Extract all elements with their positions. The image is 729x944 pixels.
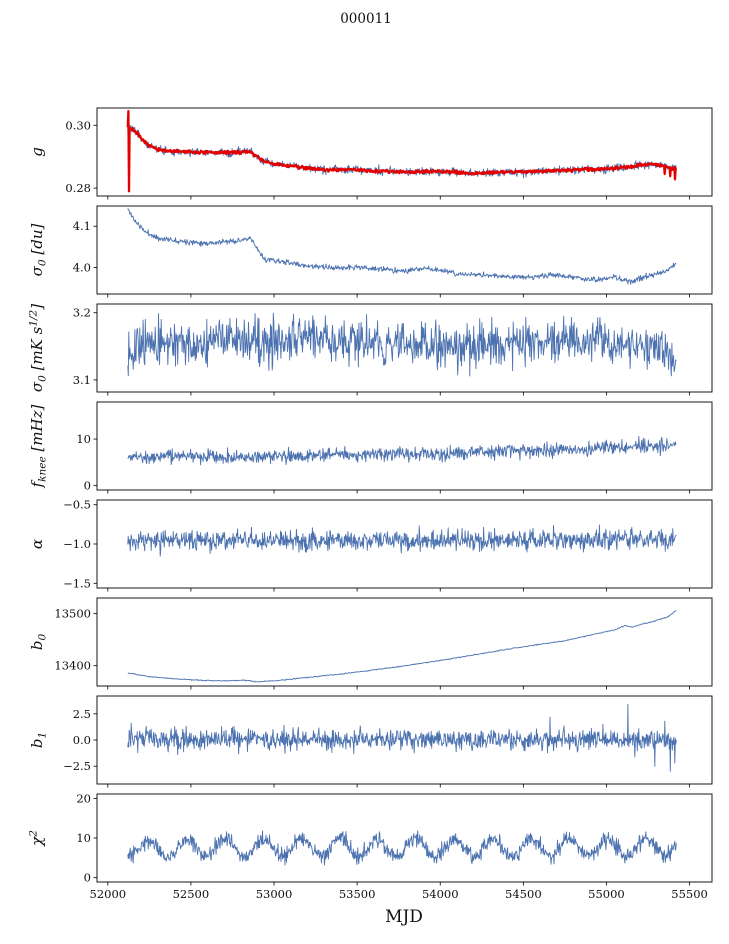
y-tick-label: 13500	[54, 607, 91, 621]
y-tick-label: −0.5	[63, 498, 91, 512]
b0-line	[127, 610, 677, 683]
y-tick-label: −2.5	[63, 759, 91, 773]
figure-title: 000011	[340, 11, 392, 27]
y-tick-label: 0	[84, 871, 91, 885]
y-tick-label: 13400	[54, 659, 91, 673]
x-tick-label: 53000	[256, 887, 293, 901]
plot-area	[97, 598, 712, 686]
plot-area	[97, 206, 712, 294]
panel-border	[96, 107, 713, 197]
y-axis-label: σ0 [du]	[28, 224, 49, 277]
plot-area	[97, 794, 712, 882]
b1-line	[127, 703, 677, 772]
y-axis-label: χ2	[28, 830, 47, 847]
panel-gain: 0.30 0.28 g	[28, 107, 713, 200]
sigma0-du-line	[127, 208, 677, 285]
y-tick-label: 10	[76, 831, 91, 845]
y-tick-label: 10	[76, 432, 91, 446]
y-axis-label: σ0 [mK s1/2]	[28, 304, 49, 392]
panel-chi2: 20 10 0 52000 52500 53000 53500 54000 54500 55000…	[28, 791, 713, 901]
chi2-line	[127, 830, 677, 866]
panel-stack: 0.30 0.28 g 4.1 4.0 σ0 [du] 3.2 3.1 σ0 [mK s1/2]…	[28, 107, 713, 901]
x-tick-label: 54500	[505, 887, 542, 901]
y-tick-label: 0	[84, 478, 91, 492]
y-tick-label: 20	[76, 791, 91, 805]
panel-border	[96, 303, 713, 393]
sigma0-mks-line	[127, 312, 677, 377]
y-tick-label: 3.1	[73, 373, 91, 387]
y-tick-label: −1.5	[63, 576, 91, 590]
panel-sigma0-mks: 3.2 3.1 σ0 [mK s1/2]	[28, 303, 713, 396]
x-tick-label: 52500	[173, 887, 210, 901]
panel-border	[96, 205, 713, 295]
y-tick-label: −1.0	[63, 537, 91, 551]
panel-sigma0-du: 4.1 4.0 σ0 [du]	[28, 205, 713, 298]
panel-b1: 2.5 0.0 −2.5 b1	[28, 695, 713, 788]
y-tick-label: 0.0	[73, 733, 91, 747]
x-tick-label: 52000	[90, 887, 127, 901]
y-tick-label: 0.28	[65, 181, 91, 195]
y-axis-label: fknee [mHz]	[28, 404, 49, 488]
y-axis-label: b1	[28, 732, 49, 748]
y-tick-label: 2.5	[73, 707, 91, 721]
gain-fit-line	[126, 109, 677, 193]
panel-alpha: −0.5 −1.0 −1.5 α	[28, 498, 713, 592]
y-axis-label: g	[28, 147, 46, 157]
y-axis-label: b0	[28, 634, 49, 651]
plot-area	[97, 402, 712, 490]
y-axis-label: α	[28, 539, 46, 549]
panel-border	[96, 597, 713, 687]
panel-fknee: 10 0 fknee [mHz]	[28, 401, 713, 494]
y-tick-label: 0.30	[65, 118, 91, 132]
x-tick-label: 55500	[671, 887, 708, 901]
x-tick-label: 53500	[339, 887, 376, 901]
y-tick-label: 4.0	[73, 261, 91, 275]
x-tick-label: 54000	[422, 887, 459, 901]
alpha-line	[127, 524, 677, 557]
panel-b0: 13500 13400 b0	[28, 597, 713, 690]
x-tick-label: 55000	[588, 887, 625, 901]
x-axis-label: MJD	[385, 907, 423, 927]
panel-border	[96, 401, 713, 491]
fknee-line	[127, 435, 677, 466]
y-tick-label: 4.1	[73, 219, 91, 233]
y-tick-label: 3.2	[73, 306, 91, 320]
